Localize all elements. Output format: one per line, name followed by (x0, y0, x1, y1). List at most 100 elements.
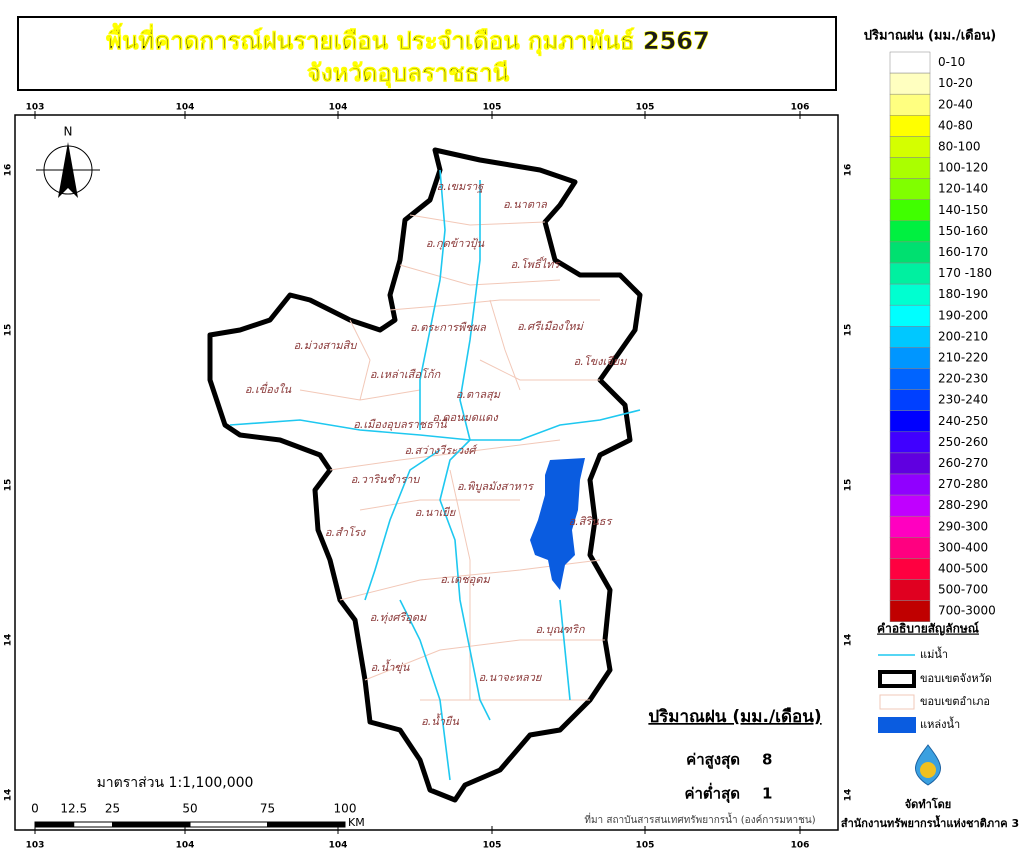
district-label: อ.วารินชำราบ (351, 473, 421, 486)
legend-label: 240-250 (938, 414, 988, 428)
min-label: ค่าต่ำสุด (684, 783, 740, 804)
legend-swatch (889, 304, 931, 327)
legend-swatch (889, 93, 931, 116)
district-label: อ.โพธิ์ไทร (511, 256, 562, 271)
legend-swatch (889, 178, 931, 200)
legend-province (878, 670, 916, 688)
legend-swatch (889, 347, 931, 369)
legend-swatch (889, 326, 931, 348)
district-label: อ.นาตาล (503, 198, 548, 211)
legend-swatch (889, 262, 931, 285)
legend-label: 290-300 (938, 519, 988, 533)
lat-label: 14 (844, 789, 854, 802)
north-arrow: N (36, 125, 100, 198)
legend-label: 140-150 (938, 203, 988, 217)
legend-label: 220-230 (938, 372, 988, 386)
scale-tick-label: 75 (260, 802, 275, 816)
district-label: อ.สว่างวีระวงศ์ (404, 444, 478, 457)
legend-label: 210-220 (938, 350, 988, 364)
province (207, 147, 643, 803)
legend-label: 0-10 (938, 55, 965, 69)
lat-label: 16 (844, 164, 854, 177)
lat-label: 14 (4, 789, 14, 802)
legend-label: 280-290 (938, 498, 988, 512)
legend-swatch (889, 115, 931, 137)
legend-swatch (889, 473, 931, 496)
legend-district (879, 694, 915, 710)
scale-segment (189, 821, 268, 828)
subtitle: จังหวัดอุบลราชธานี (307, 59, 510, 89)
lon-label: 105 (483, 841, 502, 851)
map (207, 147, 643, 803)
rivers (229, 169, 641, 781)
min-value: 1 (762, 785, 772, 803)
district-label: อ.เดชอุดม (440, 573, 490, 586)
scale-tick-label: 0 (31, 802, 39, 816)
legend-label: 100-120 (938, 161, 988, 175)
lon-label: 105 (483, 103, 502, 113)
source: ที่มา สถาบันสารสนเทศทรัพยากรน้ำ (องค์การ… (584, 812, 815, 826)
symbol-legend-title: คำอธิบายสัญลักษณ์ (877, 622, 979, 636)
district-label: อ.ตระการพืชผล (410, 321, 487, 334)
legend-swatch (889, 431, 931, 454)
district-label: อ.นาเยีย (415, 506, 457, 519)
legend-label: 160-170 (938, 245, 988, 259)
symbol-label: ขอบเขตอำเภอ (920, 695, 990, 708)
lon-label: 105 (636, 103, 655, 113)
district-label: อ.สำโรง (325, 526, 367, 539)
legend-label: 120-140 (938, 182, 988, 196)
lat-label: 16 (4, 164, 14, 177)
district-label: อ.พิบูลมังสาหาร (457, 480, 535, 493)
district-label: อ.ตาลสุม (456, 388, 501, 401)
lat-label: 14 (4, 634, 14, 647)
legend-swatch (889, 220, 931, 243)
scale-tick-label: 12.5 (60, 802, 87, 816)
lat-label: 14 (844, 634, 854, 647)
legend-swatch (889, 389, 931, 411)
lon-label: 104 (329, 103, 348, 113)
legend-label: 180-190 (938, 287, 988, 301)
legend-water (878, 717, 916, 733)
scale-segment (267, 821, 346, 828)
credit-label: จัดทำโดย (905, 797, 952, 811)
legend-swatch (889, 368, 931, 390)
lat-label: 15 (4, 479, 14, 492)
district-label: อ.เมืองอุบลราชธานี (353, 418, 448, 431)
scale-segment (73, 821, 113, 828)
legend-swatch (889, 537, 931, 559)
district-label: อ.สิรินธร (569, 515, 614, 528)
credit-org: สำนักงานทรัพยากรน้ำแห่งชาติภาค 3 (841, 815, 1019, 830)
legend-label: 20-40 (938, 97, 973, 111)
symbol-label: แม่น้ำ (920, 646, 948, 661)
scale-tick-label: 50 (182, 802, 197, 816)
district-label: อ.ทุ่งศรีอุดม (370, 611, 427, 624)
legend-label: 150-160 (938, 224, 988, 238)
legend-swatch (889, 515, 931, 538)
symbol-label: แหล่งน้ำ (920, 716, 960, 731)
scale-segment (34, 821, 75, 828)
reservoir (530, 458, 585, 590)
legend-swatch (889, 199, 931, 222)
legend-label: 80-100 (938, 139, 981, 153)
lon-label: 106 (791, 103, 810, 113)
legend-label: 300-400 (938, 540, 988, 554)
legend-swatch (889, 72, 931, 95)
district-label: อ.น้ำขุ่น (371, 659, 410, 674)
legend-swatch (889, 51, 931, 74)
legend-label: 250-260 (938, 435, 988, 449)
legend-swatch (889, 283, 931, 306)
scale-unit: KM (348, 816, 365, 829)
legend-swatch (889, 600, 931, 622)
district-label: อ.โขงเจียม (574, 355, 628, 368)
legend-label: 700-3000 (938, 604, 996, 618)
legend-swatch (889, 157, 931, 179)
logo (915, 744, 941, 786)
scale-tick-label: 25 (105, 802, 120, 816)
max-label: ค่าสูงสุด (686, 751, 740, 770)
legend-label: 400-500 (938, 561, 988, 575)
lat-label: 15 (844, 324, 854, 337)
legend-label: 200-210 (938, 329, 988, 343)
legend-swatch (889, 410, 931, 433)
max-value: 8 (762, 751, 772, 769)
